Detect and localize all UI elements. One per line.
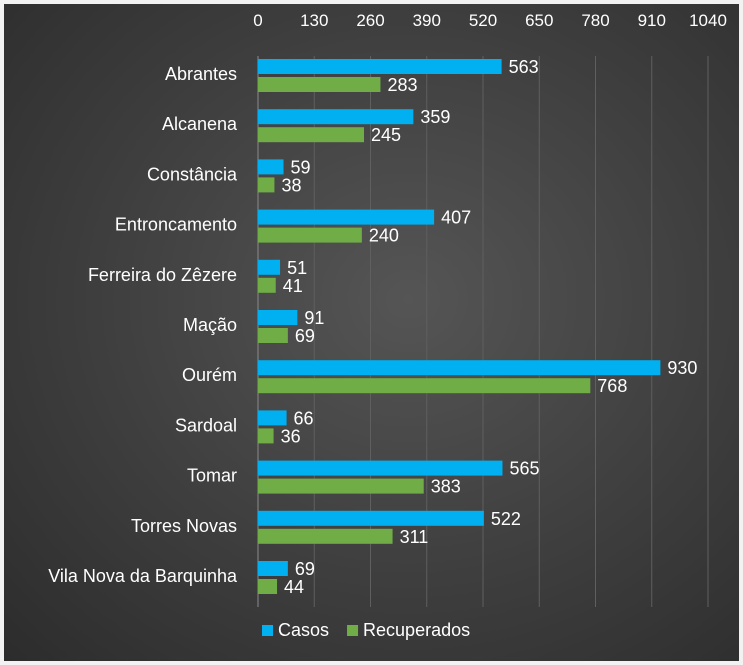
data-label: 59 (291, 157, 311, 177)
category-labels: Abrantes Alcanena Constância Entroncamento F… (48, 64, 238, 586)
bar-recuperados (258, 227, 362, 243)
category-label: Entroncamento (115, 215, 237, 235)
legend-label: Casos (278, 620, 329, 640)
bar-casos (258, 109, 414, 125)
bar-casos (258, 561, 288, 576)
legend: Casos Recuperados (262, 620, 470, 640)
data-label: 69 (295, 326, 315, 346)
data-label: 36 (281, 426, 301, 446)
x-axis-ticks: 0 130 260 390 520 650 780 910 1040 (253, 11, 727, 30)
bar-casos (258, 360, 661, 376)
data-labels: 5632833592455938407240514191699307686636… (281, 57, 698, 597)
data-label: 245 (371, 125, 401, 145)
bar-chart: 0 130 260 390 520 650 780 910 1040 Abrantes Alcan… (48, 11, 727, 640)
x-tick-label: 910 (638, 11, 666, 30)
category-label: Ferreira do Zêzere (88, 265, 237, 285)
x-tick-label: 130 (300, 11, 328, 30)
data-label: 41 (283, 276, 303, 296)
category-label: Tomar (187, 466, 237, 486)
chart-area: 0 130 260 390 520 650 780 910 1040 Abrantes Alcan… (4, 4, 739, 661)
x-tick-label: 1040 (689, 11, 727, 30)
data-label: 565 (509, 459, 539, 479)
x-tick-label: 260 (356, 11, 384, 30)
data-label: 383 (431, 477, 461, 497)
category-label: Alcanena (162, 114, 238, 134)
bars (258, 59, 661, 594)
bar-recuperados (258, 127, 365, 143)
bar-recuperados (258, 378, 591, 394)
data-label: 359 (420, 107, 450, 127)
x-tick-label: 650 (525, 11, 553, 30)
category-label: Ourém (182, 365, 237, 385)
grid-lines (257, 56, 709, 607)
data-label: 522 (491, 509, 521, 529)
data-label: 51 (287, 258, 307, 278)
data-label: 768 (597, 376, 627, 396)
x-tick-label: 0 (253, 11, 262, 30)
data-label: 69 (295, 559, 315, 579)
category-label: Sardoal (175, 415, 237, 435)
bar-recuperados (258, 528, 393, 544)
bar-casos (258, 59, 502, 74)
category-label: Torres Novas (131, 516, 237, 536)
bar-casos (258, 159, 284, 175)
category-label: Vila Nova da Barquinha (48, 566, 238, 586)
legend-label: Recuperados (363, 620, 470, 640)
bar-recuperados (258, 478, 424, 494)
data-label: 311 (400, 527, 429, 547)
legend-swatch-recuperados (347, 625, 359, 636)
legend-swatch-casos (262, 625, 273, 636)
data-label: 283 (387, 75, 417, 95)
bar-recuperados (258, 77, 381, 92)
bar-recuperados (258, 177, 275, 193)
x-tick-label: 780 (581, 11, 609, 30)
bar-recuperados (258, 579, 278, 594)
category-label: Mação (183, 315, 237, 335)
bar-casos (258, 410, 287, 426)
bar-casos (258, 460, 503, 476)
data-label: 240 (369, 226, 399, 246)
bar-casos (258, 310, 298, 325)
data-label: 407 (441, 208, 471, 228)
bar-recuperados (258, 277, 276, 293)
data-label: 44 (284, 577, 304, 597)
bar-casos (258, 259, 281, 275)
category-label: Abrantes (165, 64, 237, 84)
x-tick-label: 390 (413, 11, 441, 30)
bar-recuperados (258, 428, 274, 444)
x-tick-label: 520 (469, 11, 497, 30)
category-label: Constância (147, 164, 238, 184)
data-label: 38 (281, 175, 301, 195)
data-label: 66 (294, 408, 314, 428)
bar-casos (258, 209, 435, 225)
bar-recuperados (258, 328, 288, 343)
data-label: 91 (304, 308, 324, 328)
bar-casos (258, 510, 484, 526)
data-label: 930 (667, 358, 697, 378)
data-label: 563 (509, 57, 539, 77)
